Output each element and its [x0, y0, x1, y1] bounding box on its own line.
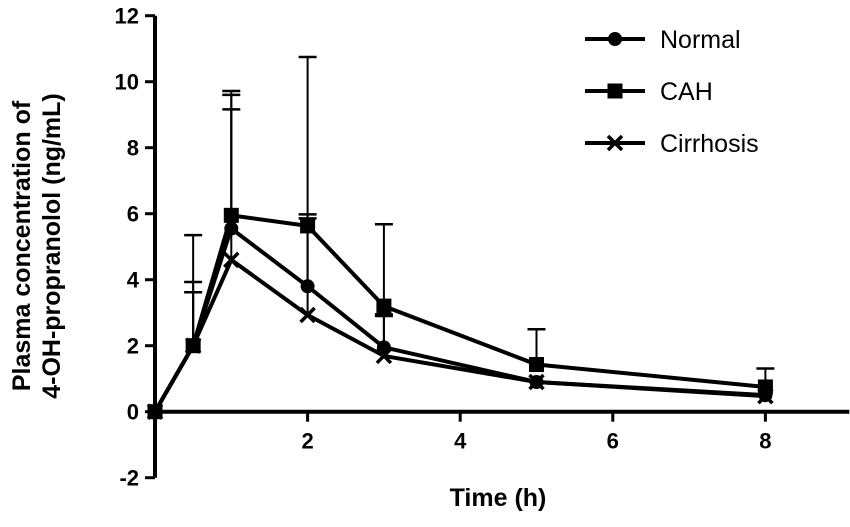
data-points — [146, 207, 774, 420]
data-point-cirrhosis — [184, 337, 202, 354]
data-point-normal — [224, 221, 239, 236]
y-tick-label: 10 — [115, 70, 139, 95]
legend-label-cirrhosis: Cirrhosis — [660, 130, 759, 158]
y-axis-label-line-1: Plasma concentration of — [8, 100, 36, 391]
data-point-normal — [300, 279, 315, 294]
data-point-cirrhosis — [757, 387, 774, 405]
legend-label-cah: CAH — [660, 78, 713, 106]
y-tick-label: 6 — [127, 202, 139, 227]
x-tick-label: 6 — [607, 429, 619, 454]
series-line-normal — [153, 226, 766, 413]
data-point-cirrhosis — [299, 306, 316, 324]
legend-label-normal: Normal — [660, 26, 741, 54]
data-point-cirrhosis — [146, 403, 164, 420]
legend-marker-cah — [607, 83, 623, 99]
y-tick-label: 2 — [127, 334, 139, 359]
data-point-cah — [223, 207, 239, 223]
x-tick-label: 4 — [454, 429, 467, 454]
axes: -2 0 2 4 6 8 10 12 2 4 6 8 — [115, 4, 850, 491]
y-axis-label-line-2: 4-OH-propranolol (ng/mL) — [38, 93, 66, 399]
y-tick-label: 4 — [127, 268, 140, 293]
x-tick-label: 2 — [301, 429, 313, 454]
series-lines — [153, 213, 766, 413]
data-point-cah — [529, 357, 544, 373]
legend: Normal CAH Cirrhosis — [585, 26, 759, 158]
legend-marker-cirrhosis — [606, 134, 624, 152]
data-point-cah — [376, 298, 392, 314]
x-tick-label: 8 — [759, 429, 771, 454]
data-point-cirrhosis — [375, 347, 393, 365]
legend-marker-normal — [608, 32, 622, 46]
data-point-cirrhosis — [223, 251, 240, 269]
x-axis-label: Time (h) — [450, 484, 547, 512]
data-point-cah — [300, 218, 316, 234]
error-bars — [184, 55, 775, 387]
y-axis-label: Plasma concentration of 4-OH-propranolol… — [8, 93, 66, 399]
y-tick-label: -2 — [119, 466, 139, 491]
y-tick-label: 12 — [115, 4, 139, 29]
y-tick-label: 0 — [127, 400, 139, 425]
data-point-cirrhosis — [528, 373, 545, 391]
series-line-cah — [153, 213, 766, 413]
y-tick-label: 8 — [127, 136, 139, 161]
